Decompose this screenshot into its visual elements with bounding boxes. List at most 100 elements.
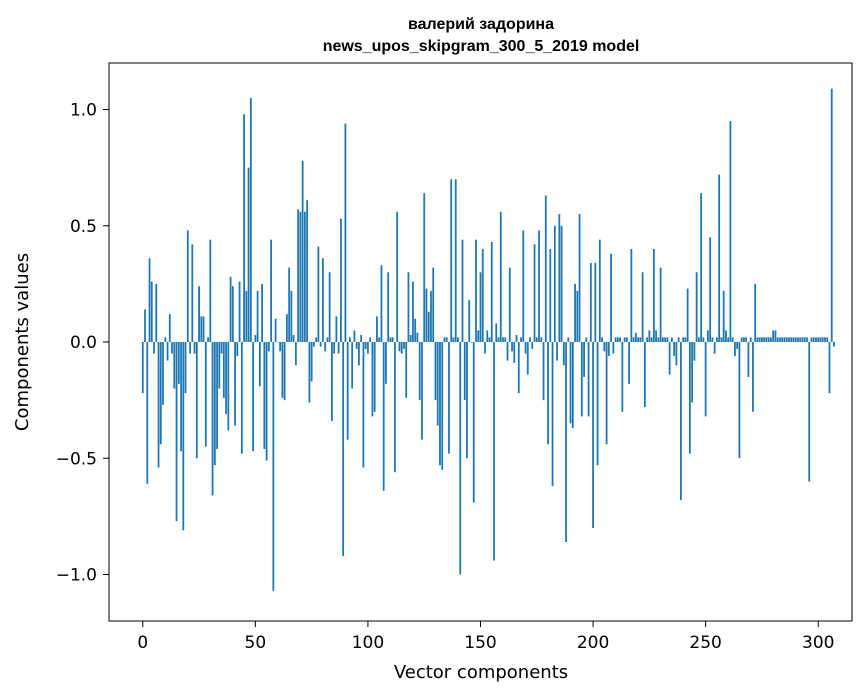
bar <box>405 342 408 398</box>
bar <box>652 249 655 342</box>
bar <box>148 258 151 342</box>
bar <box>369 337 372 342</box>
bar <box>479 272 482 342</box>
bar <box>682 337 685 342</box>
bar <box>688 342 691 454</box>
bar <box>182 342 185 531</box>
bar <box>749 337 752 342</box>
bar <box>763 337 766 342</box>
bar <box>553 225 556 342</box>
bar <box>389 337 392 342</box>
bar <box>515 335 518 342</box>
bar <box>249 97 252 342</box>
bar <box>265 342 268 461</box>
bar <box>513 342 516 363</box>
bar <box>623 337 626 342</box>
bar <box>734 342 736 356</box>
bar <box>261 283 264 342</box>
bar <box>198 286 200 342</box>
bar <box>704 342 707 417</box>
bar <box>740 337 743 342</box>
bar <box>297 209 300 342</box>
bar <box>792 337 795 342</box>
bar <box>806 337 808 342</box>
bar <box>436 342 439 426</box>
bar <box>216 342 218 449</box>
bar <box>754 283 757 342</box>
bar <box>335 316 338 342</box>
bar <box>776 337 779 342</box>
bar <box>412 281 414 342</box>
y-tick-label: −1.0 <box>56 566 97 586</box>
bar <box>310 342 313 382</box>
bar <box>803 337 806 342</box>
bar <box>770 337 772 342</box>
bar <box>697 337 700 342</box>
bar <box>745 337 748 342</box>
bar <box>326 337 329 342</box>
bar <box>184 342 187 394</box>
bar <box>693 342 696 361</box>
bar <box>574 283 576 342</box>
bar <box>376 316 378 342</box>
bar <box>790 337 793 342</box>
bar <box>646 337 649 342</box>
bar <box>146 342 149 484</box>
bar <box>254 335 257 342</box>
bar <box>150 281 153 342</box>
bar <box>655 330 658 342</box>
bar <box>466 342 468 459</box>
bar <box>684 337 687 342</box>
bar <box>535 337 538 342</box>
bar <box>598 239 601 342</box>
bar <box>668 342 671 375</box>
bar <box>567 337 570 342</box>
bar <box>457 337 459 342</box>
bar <box>691 342 694 403</box>
bar <box>272 342 275 591</box>
bar <box>490 242 493 342</box>
bar <box>171 342 173 354</box>
bar <box>686 288 689 342</box>
bar <box>765 337 768 342</box>
bar <box>779 337 781 342</box>
bar <box>713 342 716 354</box>
bar <box>707 330 709 342</box>
bar <box>743 337 745 342</box>
bar <box>317 246 320 342</box>
bar <box>508 267 511 342</box>
chart-subtitle: news_upos_skipgram_300_5_2019 model <box>323 38 640 55</box>
bar <box>506 342 509 361</box>
bar <box>664 337 667 342</box>
bar <box>709 237 712 342</box>
bar <box>247 167 250 342</box>
bar <box>177 342 180 384</box>
bar <box>270 239 273 342</box>
bar <box>666 337 669 342</box>
bar <box>583 342 585 377</box>
bar <box>448 342 450 454</box>
bar <box>725 330 727 342</box>
bar <box>578 214 581 342</box>
bar <box>157 342 160 468</box>
bar <box>222 342 225 398</box>
bar <box>648 330 651 342</box>
bar <box>470 342 473 343</box>
bar <box>267 342 270 352</box>
bar <box>200 316 203 342</box>
bar <box>484 342 486 354</box>
bar <box>416 332 419 342</box>
bar <box>186 230 189 342</box>
bar <box>531 342 534 349</box>
bar <box>488 337 491 342</box>
bar <box>673 342 676 356</box>
bar <box>571 342 574 429</box>
bar <box>328 272 331 342</box>
bar <box>538 230 540 342</box>
bar <box>427 311 430 342</box>
bar <box>409 335 412 342</box>
bar <box>162 342 164 405</box>
bar <box>481 249 484 342</box>
bar <box>236 342 239 356</box>
bar <box>576 290 579 342</box>
